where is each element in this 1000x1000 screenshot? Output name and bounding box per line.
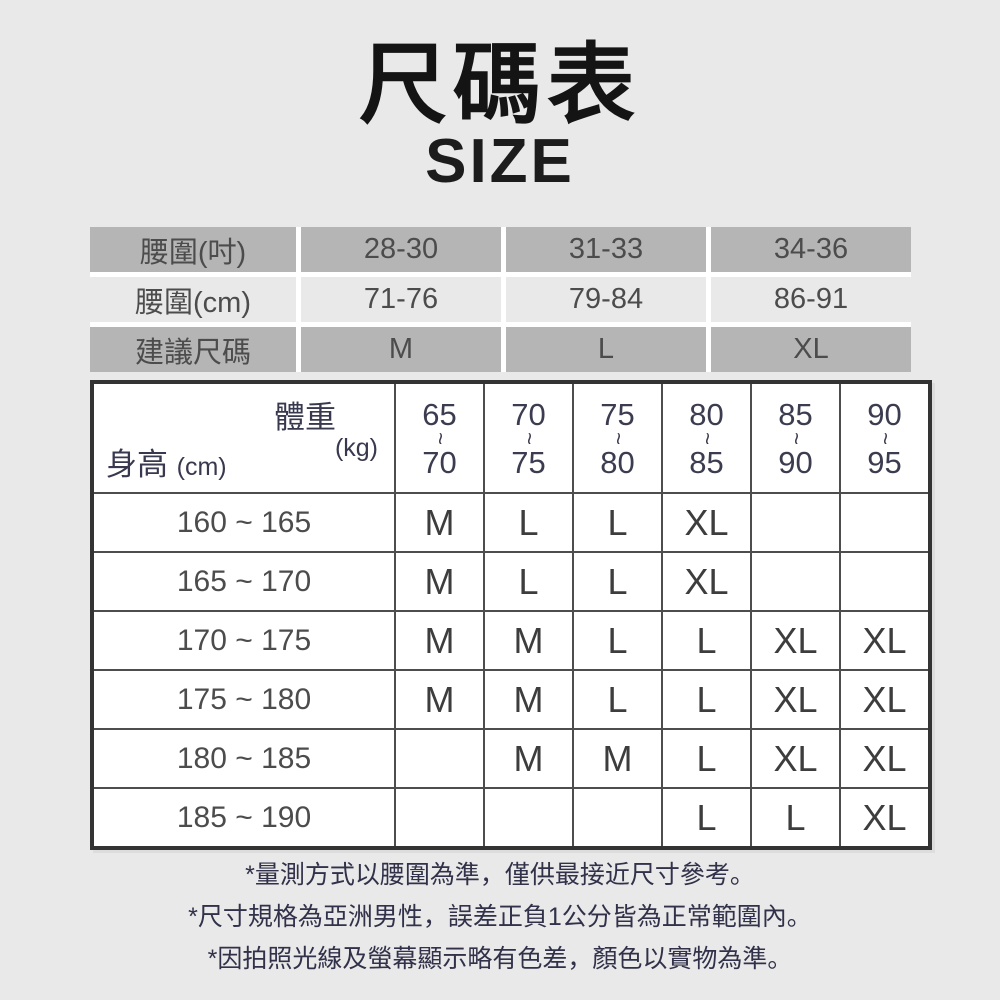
waist-cell: 79-84: [506, 277, 706, 322]
waist-row-label: 腰圍(吋): [90, 227, 296, 272]
size-cell: XL: [839, 610, 931, 671]
matrix-header-row: 體重 (kg) 身高 (cm) 65 ~70 70 ~75 75 ~80 80 ~85 …: [91, 381, 931, 494]
size-cell: [839, 492, 931, 553]
weight-range-to: 95: [867, 444, 902, 480]
size-cell: XL: [661, 492, 752, 553]
size-cell: L: [661, 610, 752, 671]
size-cell: XL: [750, 669, 841, 730]
weight-range-to: 75: [511, 444, 546, 480]
size-cell: XL: [750, 728, 841, 789]
height-range-label: 175 ~ 180: [91, 669, 396, 730]
tilde-separator: ~: [516, 431, 542, 445]
size-cell: [572, 787, 663, 849]
height-weight-matrix: 體重 (kg) 身高 (cm) 65 ~70 70 ~75 75 ~80 80 ~85 …: [90, 380, 932, 850]
weight-range-column: 90 ~95: [839, 381, 931, 494]
waist-cell: 31-33: [506, 227, 706, 272]
height-range-label: 180 ~ 185: [91, 728, 396, 789]
height-range-label: 185 ~ 190: [91, 787, 396, 849]
size-cell: [839, 551, 931, 612]
waist-row-label: 建議尺碼: [90, 327, 296, 372]
height-range-label: 170 ~ 175: [91, 610, 396, 671]
waist-cell: 34-36: [711, 227, 911, 272]
weight-axis-label: 體重: [274, 400, 336, 435]
waist-cell: L: [506, 327, 706, 372]
size-cell: L: [572, 492, 663, 553]
size-cell: [394, 728, 485, 789]
size-cell: [750, 492, 841, 553]
footnotes: *量測方式以腰圍為準，僅供最接近尺寸參考。 *尺寸規格為亞洲男性，誤差正負1公分…: [0, 854, 1000, 980]
size-cell: M: [394, 492, 485, 553]
weight-range-from: 65: [422, 396, 457, 432]
weight-range-from: 75: [600, 396, 635, 432]
size-cell: L: [661, 669, 752, 730]
height-axis-label: 身高 (cm): [106, 447, 227, 482]
size-cell: M: [394, 551, 485, 612]
note-line: *因拍照光線及螢幕顯示略有色差，顏色以實物為準。: [207, 945, 793, 973]
height-range-label: 165 ~ 170: [91, 551, 396, 612]
size-cell: L: [483, 492, 574, 553]
weight-range-from: 90: [867, 396, 902, 432]
size-cell: XL: [839, 787, 931, 849]
height-range-label: 160 ~ 165: [91, 492, 396, 553]
waist-size-table: 腰圍(吋) 28-30 31-33 34-36 腰圍(cm) 71-76 79-…: [90, 227, 911, 372]
matrix-row: 185 ~ 190 L L XL: [91, 787, 931, 849]
note-line: *尺寸規格為亞洲男性，誤差正負1公分皆為正常範圍內。: [188, 903, 812, 931]
tilde-separator: ~: [427, 431, 453, 445]
weight-range-column: 75 ~80: [572, 381, 663, 494]
waist-cell: XL: [711, 327, 911, 372]
matrix-row: 170 ~ 175 M M L L XL XL: [91, 610, 931, 671]
weight-range-column: 65 ~70: [394, 381, 485, 494]
weight-range-from: 85: [778, 396, 813, 432]
weight-axis-unit: (kg): [334, 434, 378, 462]
size-cell: M: [483, 669, 574, 730]
size-cell: [750, 551, 841, 612]
tilde-separator: ~: [605, 431, 631, 445]
weight-range-column: 85 ~90: [750, 381, 841, 494]
tilde-separator: ~: [872, 431, 898, 445]
weight-range-to: 85: [689, 444, 724, 480]
weight-range-to: 90: [778, 444, 813, 480]
weight-range-to: 80: [600, 444, 635, 480]
matrix-row: 180 ~ 185 M M L XL XL: [91, 728, 931, 789]
size-cell: M: [394, 669, 485, 730]
weight-range-column: 70 ~75: [483, 381, 574, 494]
waist-row-label: 腰圍(cm): [90, 277, 296, 322]
size-cell: XL: [661, 551, 752, 612]
size-cell: L: [750, 787, 841, 849]
size-cell: [394, 787, 485, 849]
weight-range-from: 80: [689, 396, 724, 432]
matrix-row: 165 ~ 170 M L L XL: [91, 551, 931, 612]
matrix-row: 160 ~ 165 M L L XL: [91, 492, 931, 553]
size-cell: L: [572, 669, 663, 730]
size-cell: [483, 787, 574, 849]
weight-range-from: 70: [511, 396, 546, 432]
height-axis-unit: (cm): [176, 453, 227, 481]
note-line: *量測方式以腰圍為準，僅供最接近尺寸參考。: [245, 861, 755, 889]
waist-cell: M: [301, 327, 501, 372]
weight-range-column: 80 ~85: [661, 381, 752, 494]
page-title: 尺碼表: [358, 35, 641, 134]
size-cell: L: [572, 551, 663, 612]
size-cell: L: [483, 551, 574, 612]
size-cell: XL: [750, 610, 841, 671]
waist-cell: 86-91: [711, 277, 911, 322]
size-cell: L: [572, 610, 663, 671]
tilde-separator: ~: [783, 431, 809, 445]
size-cell: M: [572, 728, 663, 789]
size-cell: XL: [839, 728, 931, 789]
size-cell: M: [483, 728, 574, 789]
tilde-separator: ~: [694, 431, 720, 445]
size-cell: M: [483, 610, 574, 671]
waist-cell: 28-30: [301, 227, 501, 272]
matrix-corner-cell: 體重 (kg) 身高 (cm): [91, 381, 396, 494]
page-subtitle: SIZE: [425, 127, 575, 196]
waist-cell: 71-76: [301, 277, 501, 322]
size-cell: XL: [839, 669, 931, 730]
weight-range-to: 70: [422, 444, 457, 480]
size-cell: M: [394, 610, 485, 671]
matrix-row: 175 ~ 180 M M L L XL XL: [91, 669, 931, 730]
size-cell: L: [661, 728, 752, 789]
size-cell: L: [661, 787, 752, 849]
